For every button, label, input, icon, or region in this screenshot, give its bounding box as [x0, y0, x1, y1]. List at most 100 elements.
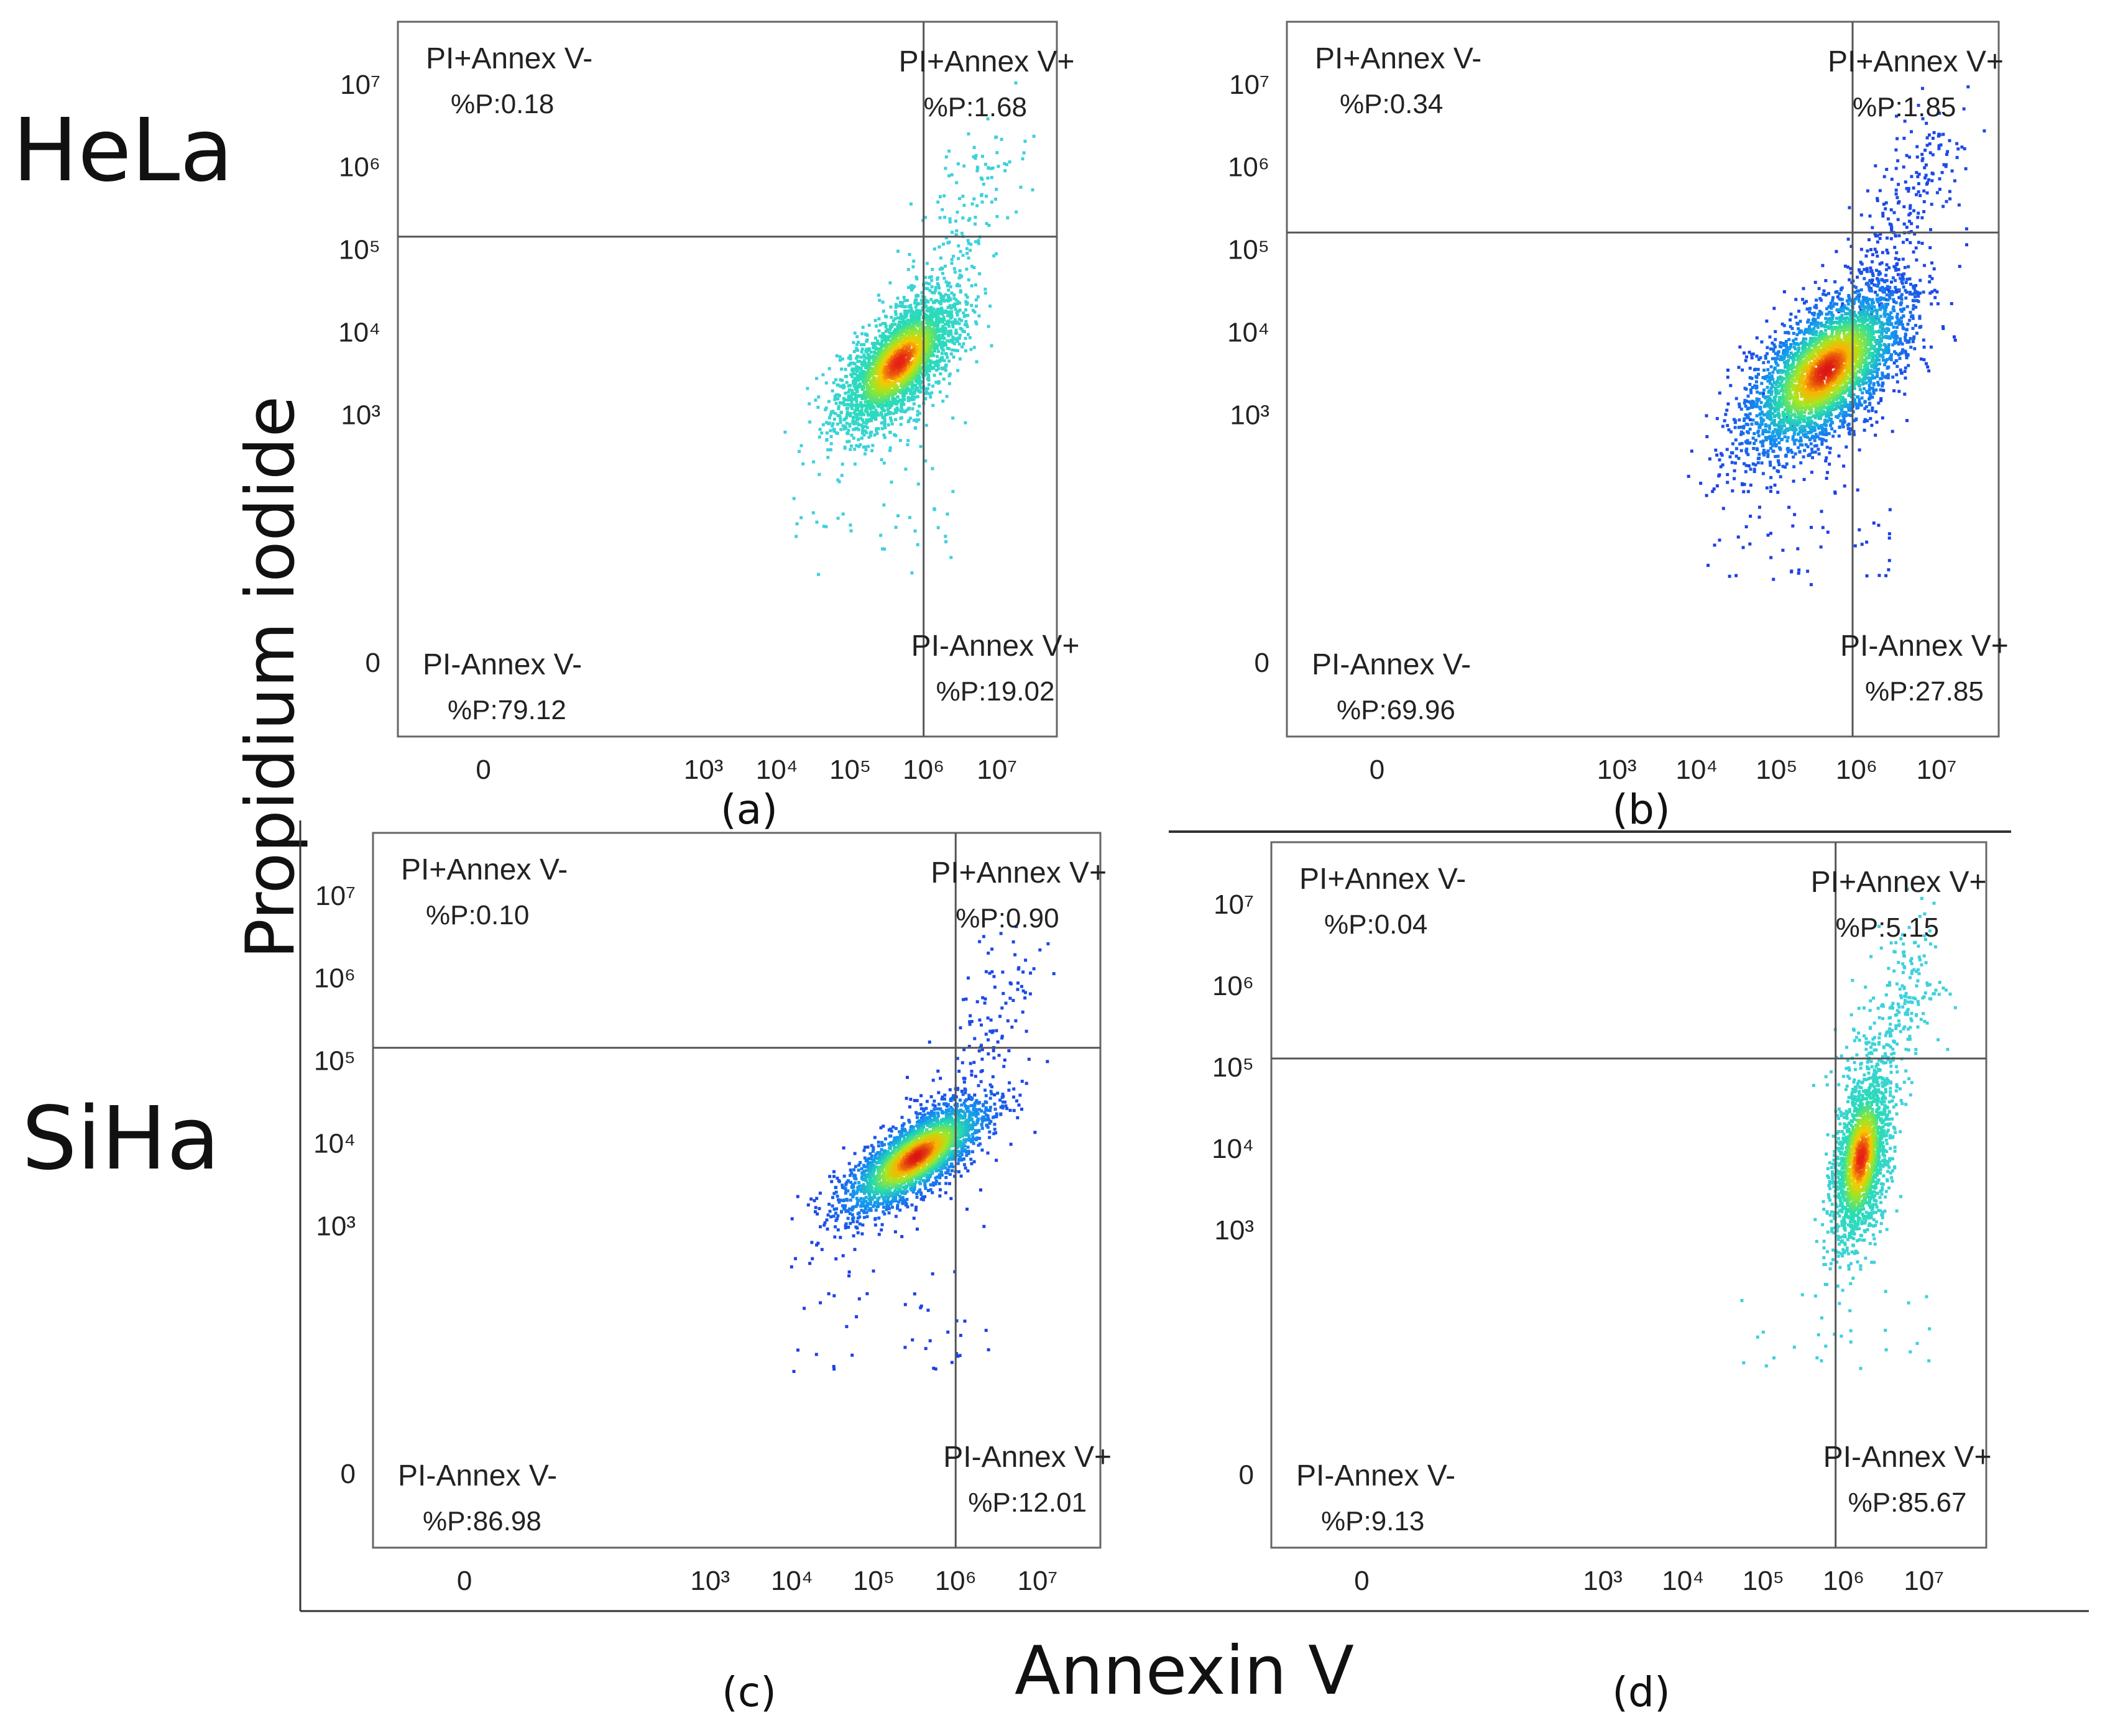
data-point: [1886, 346, 1890, 349]
data-point: [1750, 422, 1754, 426]
data-point: [1771, 412, 1775, 416]
data-point: [885, 315, 888, 319]
data-point: [910, 288, 914, 292]
data-point: [1871, 345, 1875, 349]
data-point: [1821, 264, 1825, 267]
data-point: [825, 431, 829, 435]
data-point: [901, 301, 905, 305]
data-point: [1894, 333, 1897, 337]
data-point: [833, 398, 837, 402]
data-point: [924, 459, 928, 462]
data-point: [994, 135, 998, 139]
data-point: [942, 194, 946, 198]
data-point: [1746, 431, 1750, 434]
data-point: [1905, 154, 1909, 157]
data-point: [1903, 119, 1907, 123]
data-point: [942, 277, 946, 280]
data-point: [1848, 391, 1852, 395]
data-point: [865, 356, 869, 360]
data-point: [925, 262, 929, 265]
data-point: [906, 387, 910, 390]
data-point: [1857, 297, 1861, 301]
data-point: [964, 308, 967, 312]
data-point: [1808, 416, 1812, 420]
data-point: [1774, 408, 1777, 411]
data-point: [913, 332, 916, 336]
data-point: [1781, 418, 1785, 421]
data-point: [1870, 310, 1874, 314]
data-point: [1902, 241, 1905, 244]
data-point: [1820, 510, 1823, 513]
data-point: [1772, 430, 1776, 433]
data-point: [903, 305, 907, 308]
data-point: [1005, 163, 1008, 167]
data-point: [862, 376, 865, 380]
data-point: [1817, 287, 1821, 290]
data-point: [939, 293, 942, 296]
data-point: [1822, 438, 1825, 441]
data-point: [1760, 461, 1764, 465]
data-point: [1810, 331, 1814, 334]
data-point: [871, 372, 875, 375]
data-point: [1776, 354, 1780, 357]
data-point: [947, 294, 950, 297]
data-point: [923, 355, 927, 359]
data-point: [1713, 543, 1716, 547]
data-point: [1912, 307, 1915, 311]
data-point: [1871, 408, 1874, 412]
data-point: [864, 429, 867, 433]
data-point: [1772, 423, 1776, 427]
data-point: [1917, 295, 1920, 298]
data-point: [1779, 429, 1782, 433]
data-point: [869, 351, 873, 354]
data-point: [1808, 310, 1812, 314]
data-point: [885, 401, 889, 405]
data-point: [1749, 391, 1753, 395]
data-point: [1747, 416, 1750, 420]
data-point: [1845, 316, 1849, 319]
data-point: [1877, 319, 1881, 323]
data-point: [1894, 234, 1897, 237]
data-point: [1868, 392, 1872, 395]
data-point: [1773, 398, 1777, 402]
data-point: [894, 525, 898, 529]
data-point: [1860, 543, 1864, 546]
data-point: [1021, 157, 1025, 161]
data-point: [965, 247, 969, 250]
data-point: [1860, 396, 1864, 400]
data-point: [1797, 327, 1800, 331]
data-point: [1876, 278, 1880, 282]
data-point: [1772, 418, 1776, 422]
data-point: [1782, 344, 1786, 347]
y-tick-label: 10⁴: [338, 318, 380, 348]
data-point: [1867, 284, 1871, 288]
data-point: [1909, 204, 1912, 208]
data-point: [1868, 314, 1871, 318]
data-point: [882, 386, 885, 390]
data-point: [877, 413, 880, 417]
data-point: [890, 352, 893, 356]
data-point: [821, 373, 825, 377]
data-point: [1817, 415, 1821, 419]
data-point: [1863, 317, 1866, 321]
data-point: [1748, 351, 1751, 354]
data-point: [964, 319, 968, 323]
data-point: [1783, 413, 1786, 416]
data-point: [888, 391, 892, 395]
data-point: [1941, 325, 1945, 329]
data-point: [1787, 420, 1791, 423]
data-point: [914, 379, 918, 383]
data-point: [1871, 363, 1875, 367]
row-label-siha: SiHa: [22, 1088, 220, 1190]
data-point: [1745, 441, 1749, 445]
data-point: [1774, 338, 1777, 341]
data-point: [871, 444, 875, 448]
data-point: [1925, 191, 1929, 195]
data-point: [865, 431, 868, 434]
data-point: [1881, 371, 1884, 375]
data-point: [967, 218, 970, 222]
data-point: [1825, 456, 1828, 460]
data-point: [1826, 318, 1830, 321]
data-point: [1838, 412, 1842, 415]
data-point: [1896, 341, 1899, 344]
